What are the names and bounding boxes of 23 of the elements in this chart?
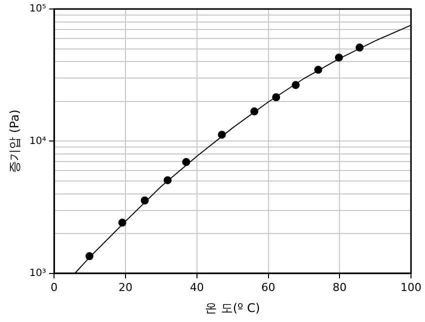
point [85,252,94,260]
point [356,44,364,52]
point [334,54,343,62]
point [272,93,280,102]
y-tick-label: 10³ [29,268,46,279]
x-tick-label: 60 [261,280,276,294]
point [140,196,149,204]
x-tick-label: 80 [332,280,347,294]
point [250,107,258,116]
x-tick-label: 20 [118,280,133,294]
point [118,218,126,227]
point [164,176,172,184]
x-tick-label: 100 [400,280,422,294]
y-axis-title: 증기압 (Pa) [7,110,22,173]
x-tick-label: 40 [190,280,204,294]
point [182,158,190,166]
point [314,66,322,74]
y-tick-label: 10⁴ [29,136,46,147]
point [218,130,226,139]
y-tick-label: 10⁵ [29,4,46,15]
x-axis-title: 온 도(º C) [205,300,260,315]
x-tick-label: 0 [50,280,58,294]
point [292,81,300,90]
